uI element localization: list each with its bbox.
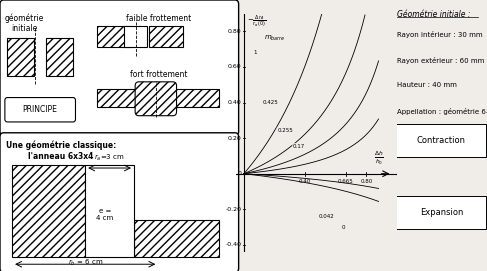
Text: 0.60: 0.60 — [228, 64, 242, 69]
Text: Contraction: Contraction — [417, 136, 466, 145]
Text: fort frottement: fort frottement — [130, 70, 187, 79]
FancyBboxPatch shape — [124, 26, 147, 47]
Text: 0.80: 0.80 — [228, 29, 242, 34]
Text: -0.40: -0.40 — [225, 243, 242, 247]
FancyBboxPatch shape — [135, 82, 177, 116]
Text: 0.40: 0.40 — [299, 179, 311, 184]
Text: 0.20: 0.20 — [228, 136, 242, 141]
FancyBboxPatch shape — [396, 196, 486, 229]
Text: Expansion: Expansion — [420, 208, 463, 217]
FancyBboxPatch shape — [7, 38, 34, 76]
Text: géométrie
initiale: géométrie initiale — [5, 14, 44, 33]
FancyBboxPatch shape — [46, 38, 73, 76]
Text: $m_{barre}$: $m_{barre}$ — [264, 34, 285, 43]
Text: 0: 0 — [238, 171, 242, 176]
Text: Appellation : géométrie 6-3-4: Appellation : géométrie 6-3-4 — [397, 108, 487, 115]
Text: 0.40: 0.40 — [228, 100, 242, 105]
Text: 1: 1 — [254, 50, 257, 55]
Text: $r_a$=3 cm: $r_a$=3 cm — [94, 152, 125, 163]
Text: Une géométrie classique:
l'anneau 6x3x4: Une géométrie classique: l'anneau 6x3x4 — [6, 141, 116, 161]
FancyBboxPatch shape — [12, 165, 85, 257]
Text: $-\frac{\Delta r_A}{r_a(0)}$: $-\frac{\Delta r_A}{r_a(0)}$ — [247, 14, 266, 29]
FancyBboxPatch shape — [85, 165, 134, 257]
Text: Rayon intérieur : 30 mm: Rayon intérieur : 30 mm — [397, 31, 483, 38]
FancyBboxPatch shape — [134, 220, 219, 257]
Text: $\frac{\Delta h}{h_0}$: $\frac{\Delta h}{h_0}$ — [374, 150, 384, 167]
FancyBboxPatch shape — [396, 124, 486, 157]
Text: 0.042: 0.042 — [318, 214, 335, 219]
FancyBboxPatch shape — [0, 133, 239, 271]
Text: Géométrie initiale :: Géométrie initiale : — [397, 10, 470, 19]
FancyBboxPatch shape — [149, 26, 183, 47]
Text: $r_b$ = 6 cm: $r_b$ = 6 cm — [68, 258, 103, 268]
FancyBboxPatch shape — [0, 0, 239, 136]
Text: 0.425: 0.425 — [263, 100, 279, 105]
Text: 0.255: 0.255 — [277, 128, 293, 133]
FancyBboxPatch shape — [97, 89, 146, 107]
Text: 0.80: 0.80 — [360, 179, 373, 184]
Text: Rayon extérieur : 60 mm: Rayon extérieur : 60 mm — [397, 57, 484, 64]
Text: PRINCIPE: PRINCIPE — [23, 105, 57, 114]
FancyBboxPatch shape — [5, 98, 75, 122]
Text: 0.665: 0.665 — [338, 179, 354, 184]
Text: Hauteur : 40 mm: Hauteur : 40 mm — [397, 82, 457, 88]
FancyBboxPatch shape — [170, 89, 219, 107]
Text: faible frottement: faible frottement — [126, 14, 191, 22]
FancyBboxPatch shape — [97, 26, 131, 47]
Text: 0.17: 0.17 — [293, 144, 305, 149]
Text: -0.20: -0.20 — [225, 207, 242, 212]
Text: 0: 0 — [341, 225, 345, 230]
Text: e =
4 cm: e = 4 cm — [96, 208, 113, 221]
